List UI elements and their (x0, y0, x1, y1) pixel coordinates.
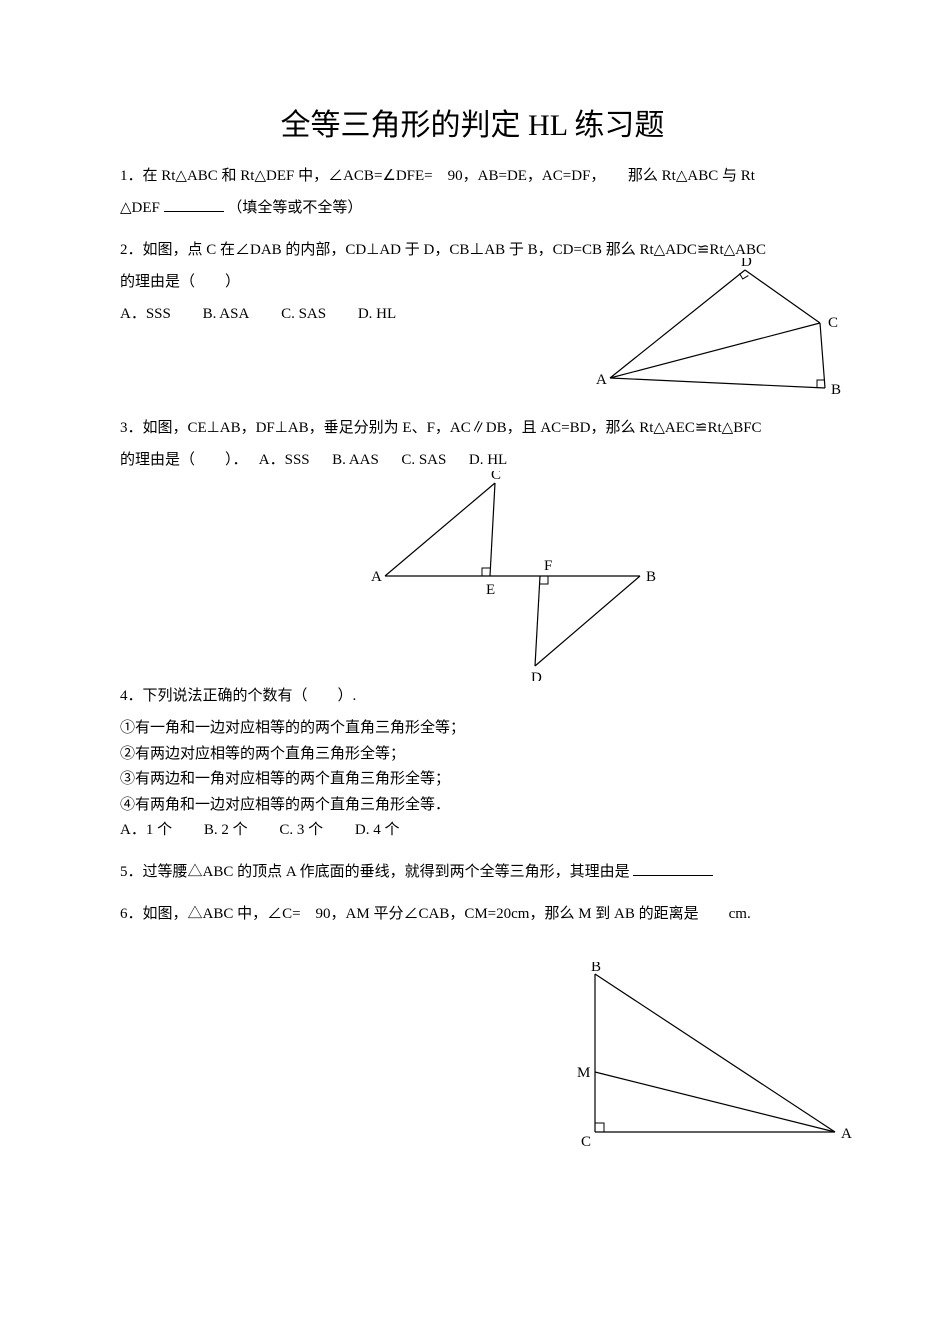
svg-text:B: B (646, 569, 656, 585)
q4-s3: ③有两边和一角对应相等的两个直角三角形全等； (120, 767, 825, 793)
q4-options: A．1 个 B. 2 个 C. 3 个 D. 4 个 (120, 818, 825, 842)
svg-text:E: E (486, 582, 495, 598)
question-4: 4．下列说法正确的个数有（ ）. ①有一角和一边对应相等的的两个直角三角形全等；… (120, 684, 825, 842)
svg-text:A: A (841, 1126, 852, 1142)
q1-blank (164, 197, 224, 212)
q4-text: 4．下列说法正确的个数有（ ）. (120, 684, 825, 708)
q2-optB: B. ASA (203, 306, 250, 322)
question-2: 2．如图，点 C 在∠DAB 的内部，CD⊥AD 于 D，CB⊥AB 于 B，C… (120, 238, 825, 398)
q2-optD: D. HL (358, 306, 396, 322)
svg-text:D: D (741, 258, 752, 270)
q2-figure: A B C D (595, 258, 855, 408)
question-1: 1．在 Rt△ABC 和 Rt△DEF 中，∠ACB=∠DFE= 90，AB=D… (120, 164, 825, 220)
q3-optD: D. HL (469, 452, 507, 468)
q4-optD: D. 4 个 (355, 822, 400, 838)
svg-text:C: C (491, 471, 501, 483)
svg-text:C: C (828, 315, 838, 331)
q4-optB: B. 2 个 (204, 822, 248, 838)
svg-text:A: A (596, 372, 607, 388)
q4-s2: ②有两边对应相等的两个直角三角形全等； (120, 742, 825, 768)
svg-text:C: C (581, 1134, 591, 1150)
q6-text: 6．如图，△ABC 中，∠C= 90，AM 平分∠CAB，CM=20cm，那么 … (120, 902, 825, 926)
q1-post: （填全等或不全等） (227, 200, 362, 216)
q3-optC: C. SAS (401, 452, 446, 468)
q4-s1: ①有一角和一边对应相等的的两个直角三角形全等； (120, 716, 825, 742)
q4-s4: ④有两角和一边对应相等的两个直角三角形全等． (120, 793, 825, 819)
svg-text:F: F (544, 558, 552, 574)
q3-optA: A．SSS (259, 452, 310, 468)
q5-blank (633, 861, 713, 876)
q3-text2-span: 的理由是（ ）． (120, 452, 248, 468)
svg-text:B: B (831, 382, 841, 398)
q5-text-span: 5．过等腰△ABC 的顶点 A 作底面的垂线，就得到两个全等三角形，其理由是 (120, 864, 630, 880)
svg-text:M: M (577, 1065, 590, 1081)
q2-optA: A．SSS (120, 306, 171, 322)
q1-line1: 1．在 Rt△ABC 和 Rt△DEF 中，∠ACB=∠DFE= 90，AB=D… (120, 164, 825, 188)
q3-optB: B. AAS (332, 452, 379, 468)
q4-optA: A．1 个 (120, 822, 172, 838)
q6-figure: B C A M (555, 962, 865, 1157)
q3-text2: 的理由是（ ）． A．SSS B. AAS C. SAS D. HL (120, 448, 825, 472)
question-5: 5．过等腰△ABC 的顶点 A 作底面的垂线，就得到两个全等三角形，其理由是 (120, 860, 825, 884)
svg-text:A: A (371, 569, 382, 585)
q2-optC: C. SAS (281, 306, 326, 322)
q3-figure: A B C D E F (370, 471, 670, 681)
q5-text: 5．过等腰△ABC 的顶点 A 作底面的垂线，就得到两个全等三角形，其理由是 (120, 860, 825, 884)
q1-pre: △DEF (120, 200, 160, 216)
page-title: 全等三角形的判定 HL 练习题 (120, 100, 825, 144)
svg-text:D: D (531, 670, 542, 681)
question-6: 6．如图，△ABC 中，∠C= 90，AM 平分∠CAB，CM=20cm，那么 … (120, 902, 825, 1132)
q4-optC: C. 3 个 (279, 822, 323, 838)
q3-text: 3．如图，CE⊥AB，DF⊥AB，垂足分别为 E、F，AC∥DB，且 AC=BD… (120, 416, 825, 440)
question-3: 3．如图，CE⊥AB，DF⊥AB，垂足分别为 E、F，AC∥DB，且 AC=BD… (120, 416, 825, 666)
svg-text:B: B (591, 962, 601, 975)
q1-line2: △DEF （填全等或不全等） (120, 196, 825, 220)
